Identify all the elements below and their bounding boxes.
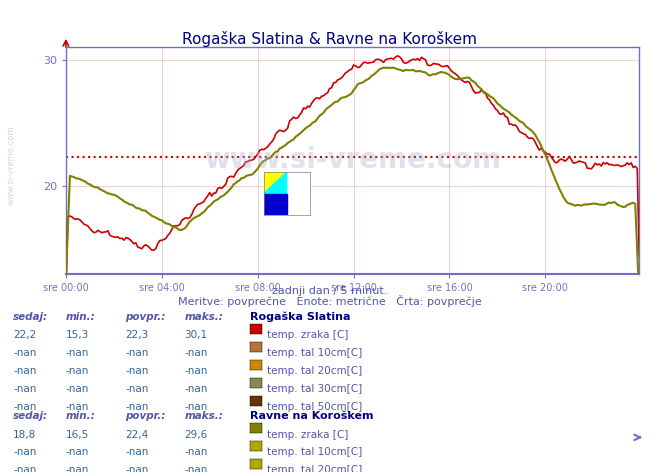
Text: maks.:: maks.: <box>185 312 223 321</box>
Text: -nan: -nan <box>66 366 89 376</box>
Text: -nan: -nan <box>66 447 89 457</box>
Polygon shape <box>264 172 287 194</box>
Text: 30,1: 30,1 <box>185 330 208 340</box>
Text: sedaj:: sedaj: <box>13 411 48 421</box>
Text: www.si-vreme.com: www.si-vreme.com <box>7 126 16 205</box>
Text: min.:: min.: <box>66 312 96 321</box>
Text: min.:: min.: <box>66 411 96 421</box>
Text: temp. zraka [C]: temp. zraka [C] <box>267 430 348 439</box>
Text: -nan: -nan <box>125 384 148 394</box>
Text: temp. tal 10cm[C]: temp. tal 10cm[C] <box>267 447 362 457</box>
Text: -nan: -nan <box>13 402 36 412</box>
Text: -nan: -nan <box>125 348 148 358</box>
Text: Ravne na Koroškem: Ravne na Koroškem <box>250 411 374 421</box>
Text: sedaj:: sedaj: <box>13 312 48 321</box>
Text: -nan: -nan <box>66 384 89 394</box>
Text: -nan: -nan <box>13 465 36 472</box>
Text: Meritve: povprečne   Enote: metrične   Črta: povprečje: Meritve: povprečne Enote: metrične Črta:… <box>178 295 481 307</box>
Text: temp. tal 30cm[C]: temp. tal 30cm[C] <box>267 384 362 394</box>
Text: povpr.:: povpr.: <box>125 312 165 321</box>
Text: -nan: -nan <box>66 348 89 358</box>
Polygon shape <box>264 172 287 194</box>
Text: -nan: -nan <box>185 348 208 358</box>
Text: temp. tal 20cm[C]: temp. tal 20cm[C] <box>267 465 362 472</box>
Polygon shape <box>264 194 287 215</box>
Text: 18,8: 18,8 <box>13 430 36 439</box>
Text: temp. tal 10cm[C]: temp. tal 10cm[C] <box>267 348 362 358</box>
Text: temp. tal 50cm[C]: temp. tal 50cm[C] <box>267 402 362 412</box>
Text: -nan: -nan <box>125 447 148 457</box>
Text: -nan: -nan <box>13 384 36 394</box>
Text: -nan: -nan <box>125 402 148 412</box>
Text: -nan: -nan <box>13 447 36 457</box>
Text: -nan: -nan <box>185 402 208 412</box>
Text: -nan: -nan <box>125 366 148 376</box>
Text: -nan: -nan <box>185 447 208 457</box>
Text: Rogaška Slatina: Rogaška Slatina <box>250 312 351 322</box>
Text: 29,6: 29,6 <box>185 430 208 439</box>
Text: -nan: -nan <box>66 402 89 412</box>
Text: -nan: -nan <box>185 384 208 394</box>
Text: Rogaška Slatina & Ravne na Koroškem: Rogaška Slatina & Ravne na Koroškem <box>182 31 477 47</box>
Text: 15,3: 15,3 <box>66 330 89 340</box>
Text: www.si-vreme.com: www.si-vreme.com <box>204 146 501 175</box>
Text: -nan: -nan <box>13 366 36 376</box>
Text: -nan: -nan <box>185 465 208 472</box>
Text: 16,5: 16,5 <box>66 430 89 439</box>
Text: temp. tal 20cm[C]: temp. tal 20cm[C] <box>267 366 362 376</box>
Text: -nan: -nan <box>66 465 89 472</box>
Text: 22,4: 22,4 <box>125 430 148 439</box>
Text: zadnji dan / 5 minut.: zadnji dan / 5 minut. <box>272 286 387 295</box>
Text: 22,2: 22,2 <box>13 330 36 340</box>
Text: povpr.:: povpr.: <box>125 411 165 421</box>
Text: maks.:: maks.: <box>185 411 223 421</box>
Text: -nan: -nan <box>125 465 148 472</box>
Text: -nan: -nan <box>13 348 36 358</box>
Text: -nan: -nan <box>185 366 208 376</box>
Text: 22,3: 22,3 <box>125 330 148 340</box>
Text: temp. zraka [C]: temp. zraka [C] <box>267 330 348 340</box>
